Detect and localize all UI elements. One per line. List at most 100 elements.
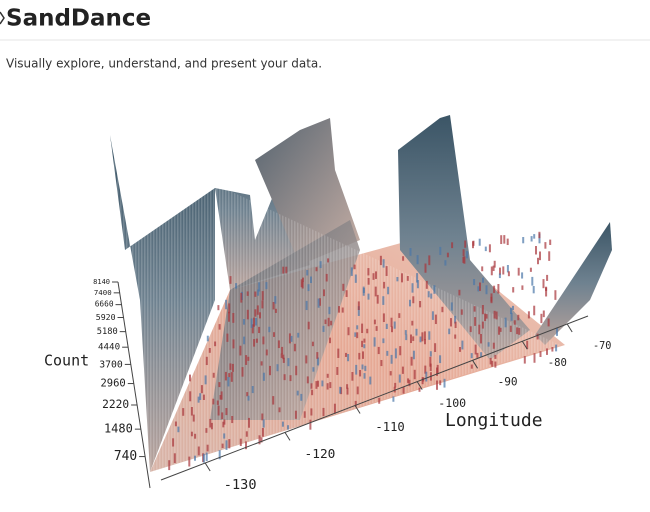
bar-speck [341, 307, 344, 313]
bar-speck [261, 413, 264, 421]
bar-speck [327, 258, 330, 263]
bar-speck [367, 293, 370, 300]
bar-speck [434, 343, 437, 352]
bar-speck [507, 271, 510, 277]
bar-speck [451, 242, 454, 249]
bar-speck [363, 344, 366, 349]
bar-speck [199, 393, 202, 401]
bar-speck [391, 326, 393, 333]
bar-speck [428, 255, 431, 266]
bar-speck [439, 380, 442, 386]
bar-speck [474, 317, 477, 326]
bar-speck [499, 327, 502, 332]
bar-speck [223, 419, 226, 425]
bar-speck [382, 313, 385, 323]
bar-speck [373, 337, 376, 347]
bar-speck [416, 280, 419, 289]
bar-speck [387, 286, 390, 295]
bar-speck [327, 317, 330, 327]
bar-speck [470, 353, 473, 359]
bar-speck [336, 367, 339, 375]
bar-speck [218, 324, 221, 330]
bar-speck [551, 347, 554, 352]
bar-speck [378, 397, 381, 404]
back-wall [255, 118, 360, 265]
bar-speck [194, 455, 196, 461]
bar-speck [413, 369, 416, 380]
bar-speck [490, 266, 493, 276]
bar-speck [272, 396, 275, 405]
y-tick-label: 8140 [93, 278, 110, 286]
bar-speck [258, 326, 261, 334]
bar-speck [269, 365, 271, 376]
x-tick-label: -90 [498, 375, 518, 388]
bar-speck [396, 277, 399, 282]
bar-speck [409, 299, 411, 307]
bar-speck [282, 266, 285, 274]
bar-speck [194, 433, 197, 439]
bar-speck [546, 348, 548, 355]
bar-speck [374, 286, 377, 297]
chart-3d[interactable] [110, 115, 612, 472]
bar-speck [246, 291, 249, 296]
bar-speck [232, 339, 235, 349]
bar-speck [418, 387, 421, 392]
bar-speck [369, 376, 372, 385]
bar-speck [205, 428, 208, 433]
bar-speck [229, 276, 232, 284]
subtitle: Visually explore, understand, and presen… [6, 57, 322, 71]
bar-speck [411, 320, 414, 326]
y-tick-label: 6660 [95, 300, 114, 309]
bar-speck [206, 444, 209, 452]
bar-speck [177, 426, 180, 433]
x-tick [566, 323, 573, 333]
bar-speck [412, 296, 415, 304]
bar-speck [200, 385, 203, 394]
bar-speck [310, 408, 313, 416]
y-tick-label: 2220 [102, 398, 129, 411]
bar-speck [262, 372, 265, 381]
bar-speck [537, 257, 539, 265]
bar-speck [247, 356, 250, 361]
y-tick-label: 7400 [94, 288, 112, 297]
bar-speck [433, 285, 436, 294]
back-chevron[interactable] [0, 11, 5, 25]
bar-speck [290, 335, 293, 342]
bar-speck [255, 318, 258, 326]
bar-speck [407, 378, 410, 383]
bar-speck [533, 234, 536, 239]
y-axis-line [117, 281, 151, 489]
bar-speck [366, 328, 369, 334]
right-wall [398, 115, 530, 360]
bar-speck [228, 439, 231, 449]
bar-speck [382, 259, 385, 268]
app-title: SandDance [6, 6, 151, 32]
bar-speck [246, 392, 249, 397]
bar-speck [172, 438, 175, 447]
bar-speck [474, 344, 477, 355]
bar-speck [469, 326, 472, 333]
bar-speck [333, 403, 336, 414]
bar-speck [429, 356, 432, 367]
bar-speck [328, 306, 331, 315]
bar-speck [253, 317, 255, 327]
bar-speck [317, 357, 319, 366]
bar-speck [504, 317, 507, 328]
bar-speck [382, 296, 385, 305]
bar-speck [539, 351, 542, 357]
bar-speck [274, 296, 277, 304]
bar-speck [260, 437, 263, 443]
bar-speck [540, 313, 543, 324]
bar-speck [492, 265, 495, 271]
bar-speck [259, 312, 261, 319]
bar-speck [429, 363, 432, 371]
bar-speck [288, 333, 291, 344]
bar-speck [319, 261, 322, 269]
bar-speck [390, 354, 393, 364]
bar-speck [380, 360, 383, 367]
bar-speck [281, 421, 284, 427]
bar-speck [530, 236, 533, 242]
bar-speck [225, 408, 228, 416]
bar-speck [189, 391, 192, 402]
